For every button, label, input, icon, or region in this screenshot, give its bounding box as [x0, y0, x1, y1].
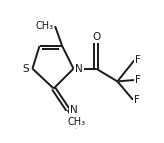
Text: N: N	[75, 64, 83, 74]
Text: CH₃: CH₃	[67, 117, 85, 127]
Text: O: O	[92, 32, 100, 42]
Text: N: N	[70, 105, 78, 115]
Text: F: F	[135, 75, 141, 85]
Text: F: F	[135, 55, 141, 65]
Text: CH₃: CH₃	[36, 21, 54, 31]
Text: F: F	[134, 95, 140, 105]
Text: S: S	[22, 64, 29, 74]
